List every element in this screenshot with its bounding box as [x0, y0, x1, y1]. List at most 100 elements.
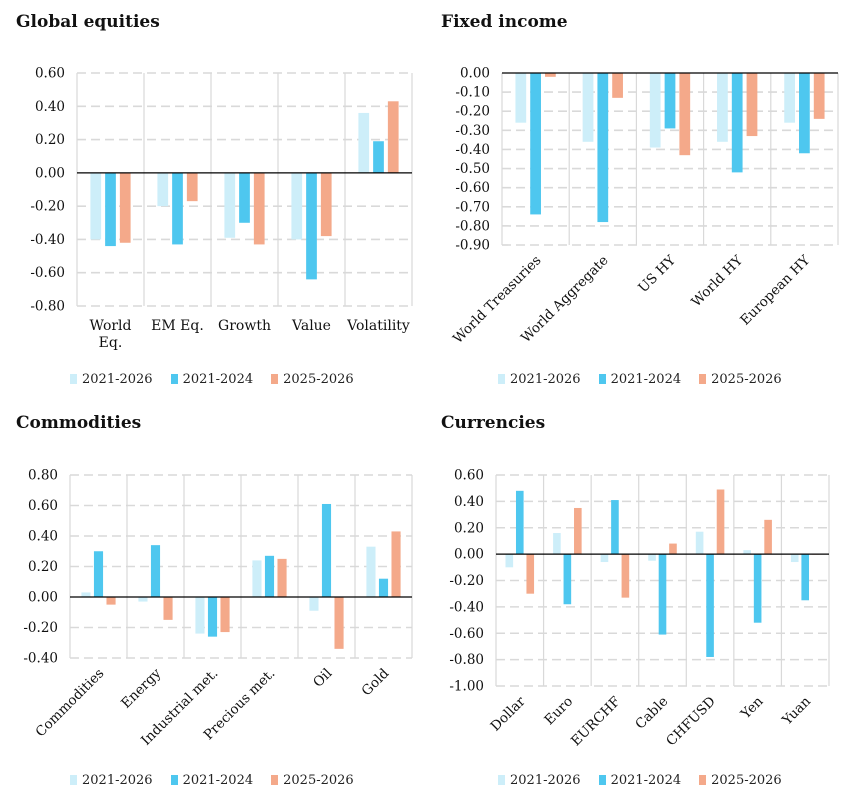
legend-swatch: [271, 775, 279, 785]
bar-2021-2026: [81, 592, 91, 597]
bar-2021-2026: [505, 554, 514, 568]
legend-label: 2021-2024: [182, 372, 254, 387]
y-tick-label: -0.20: [449, 573, 484, 589]
bar-2025-2026: [716, 489, 725, 555]
legend: 2021-2026 2021-2024 2025-2026: [70, 372, 372, 387]
bar-2021-2026: [515, 73, 527, 123]
x-tick-label: World HY: [688, 252, 746, 310]
bar-2021-2026: [784, 73, 795, 123]
bar-2021-2024: [658, 554, 667, 635]
bar-2021-2026: [553, 533, 561, 555]
bar-2021-2024: [150, 545, 161, 597]
fixed-income-panel: Fixed income 0.00 -0.10 -0.20 -0.30 -0.40 -0.…: [425, 0, 850, 401]
bar-2025-2026: [621, 554, 630, 598]
y-tick-label: 0.00: [460, 66, 490, 82]
bar-2021-2024: [378, 578, 389, 597]
legend-label: 2025-2026: [283, 372, 354, 387]
legend-item: 2021-2024: [598, 773, 682, 788]
bar-2021-2024: [105, 172, 116, 247]
bar-2021-2026: [649, 73, 661, 148]
bar-2021-2024: [706, 554, 714, 657]
bar-2021-2026: [291, 172, 303, 240]
x-tick-label: Commodities: [33, 665, 108, 740]
bar-2021-2024: [611, 500, 619, 555]
bar-2021-2026: [790, 554, 799, 563]
bar-2025-2026: [220, 597, 230, 633]
legend-item: 2025-2026: [699, 773, 782, 788]
chart-title: Fixed income: [441, 12, 568, 32]
bar-2021-2026: [600, 554, 609, 563]
x-tick-label: European HY: [737, 252, 814, 329]
bar-2021-2024: [321, 503, 332, 597]
chart-title: Global equities: [16, 12, 160, 32]
bar-2021-2024: [373, 141, 384, 173]
bar-2021-2026: [648, 554, 656, 561]
y-tick-label: 0.40: [454, 494, 484, 510]
bar-2025-2026: [106, 597, 116, 605]
legend-label: 2021-2024: [610, 773, 682, 788]
bar-2021-2024: [93, 551, 104, 597]
legend-label: 2021-2026: [82, 773, 153, 788]
y-tick-label: -0.60: [455, 180, 490, 196]
bar-2025-2026: [669, 543, 677, 555]
y-tick-label: 0.60: [454, 468, 484, 484]
y-tick-label: 0.00: [454, 547, 484, 563]
bar-2025-2026: [387, 101, 399, 173]
y-tick-label: -0.80: [455, 218, 490, 234]
y-tick-label: -0.10: [455, 85, 490, 101]
y-tick-label: -0.20: [23, 620, 58, 636]
x-tick-label: Volatility: [346, 318, 410, 334]
legend-swatch: [498, 374, 505, 384]
global-equities-chart: 0.60 0.40 0.20 0.00 -0.20 -0.40 -0.60 -0.80 Worl…: [30, 66, 413, 351]
bar-2021-2026: [743, 550, 751, 555]
y-tick-label: 0.20: [28, 559, 58, 575]
x-tick-label: CHFUSD: [663, 693, 719, 749]
bar-2021-2026: [358, 112, 370, 173]
bar-2025-2026: [119, 172, 131, 243]
bar-2021-2024: [239, 172, 250, 223]
legend-label: 2021-2026: [510, 773, 581, 788]
legend-item: 2025-2026: [271, 773, 354, 788]
y-tick-label: 0.40: [35, 99, 65, 115]
x-tick-label: EURCHF: [568, 694, 624, 750]
bar-2021-2026: [717, 73, 728, 142]
bar-2021-2024: [172, 172, 183, 245]
legend: 2021-2026 2021-2024 2025-2026: [70, 773, 372, 788]
bar-2021-2024: [753, 554, 762, 623]
y-tick-label: 0.40: [28, 529, 58, 545]
bar-2021-2024: [306, 172, 317, 280]
y-tick-label: 0.80: [28, 468, 58, 484]
bar-2021-2026: [309, 597, 319, 611]
bar-2021-2026: [582, 73, 594, 142]
bar-2021-2024: [799, 73, 810, 154]
x-tick-label: Gold: [358, 665, 392, 699]
bar-2021-2026: [138, 597, 148, 602]
legend-item: 2021-2024: [598, 372, 682, 387]
x-tick-label: Yen: [737, 693, 767, 723]
bar-2025-2026: [679, 73, 691, 156]
currencies-chart: 0.60 0.40 0.20 0.00 -0.20 -0.40 -0.60 -0.80 -1.0…: [449, 468, 830, 750]
x-tick-label: EM Eq.: [151, 318, 204, 334]
legend-label: 2021-2026: [82, 372, 153, 387]
x-tick-label: Yuan: [779, 693, 815, 729]
x-tick-label: US HY: [635, 252, 679, 296]
legend-label: 2021-2024: [610, 372, 682, 387]
legend-item: 2021-2026: [70, 773, 153, 788]
x-tick-label: Cable: [632, 694, 671, 733]
bar-2021-2024: [664, 73, 676, 129]
bar-2021-2024: [264, 555, 275, 597]
bar-2025-2026: [526, 554, 535, 594]
legend-item: 2025-2026: [271, 372, 354, 387]
bar-2025-2026: [612, 73, 623, 98]
legend-swatch: [70, 374, 77, 384]
bar-2025-2026: [813, 73, 825, 119]
bar-2021-2026: [252, 560, 262, 597]
bar-2021-2024: [515, 490, 524, 555]
y-tick-label: -0.40: [30, 232, 65, 248]
y-tick-label: -0.50: [455, 161, 490, 177]
legend: 2021-2026 2021-2024 2025-2026: [498, 773, 800, 788]
x-tick-label: Value: [291, 318, 331, 334]
bar-2025-2026: [277, 558, 287, 597]
bar-2021-2026: [195, 597, 205, 634]
y-tick-label: -0.90: [455, 238, 490, 254]
